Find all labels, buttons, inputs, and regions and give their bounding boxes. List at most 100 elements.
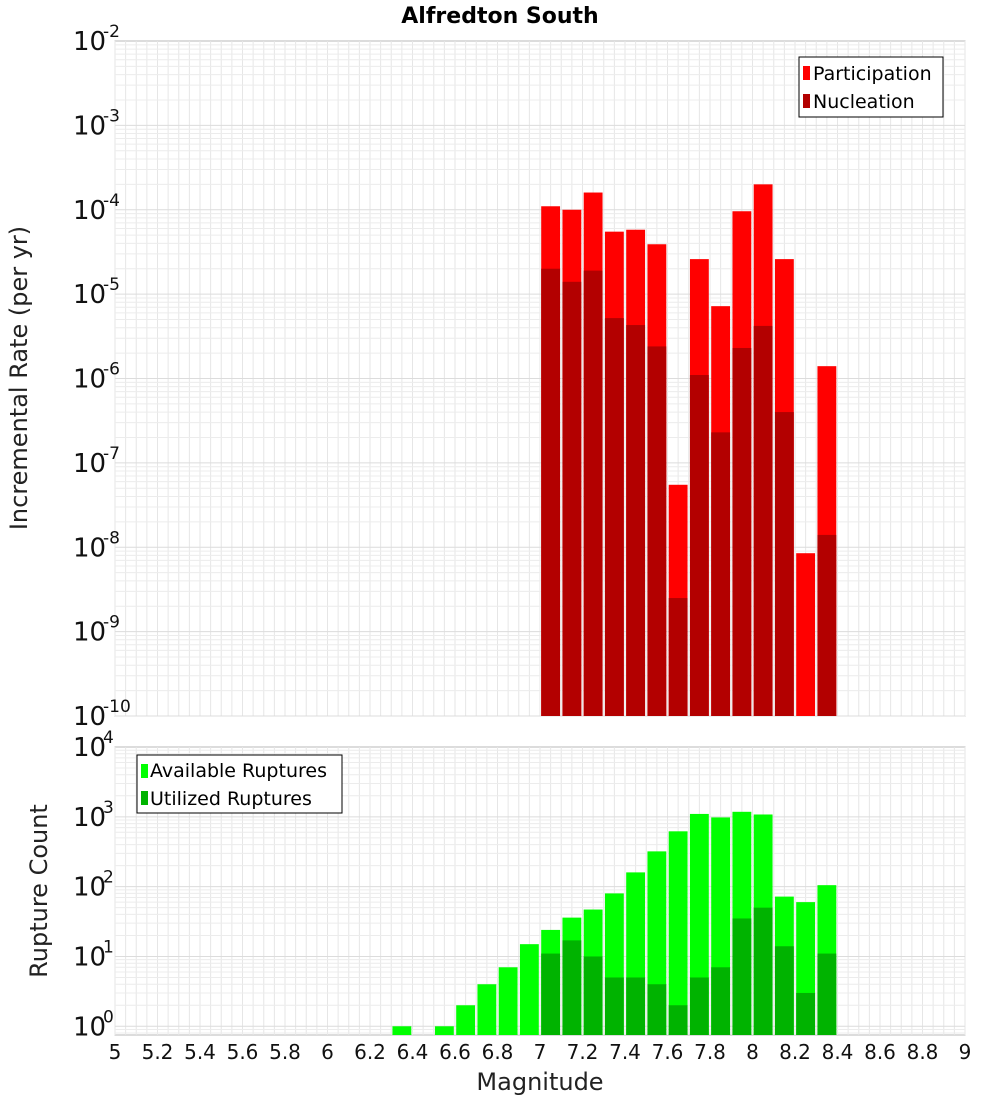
top-y-tick-label: 10 (73, 449, 106, 479)
top-y-tick-exponent: -5 (103, 275, 120, 295)
top-y-tick-exponent: -3 (103, 106, 120, 126)
bottom-bar-available-ruptures (392, 1026, 412, 1035)
bottom-bar-utilized-ruptures (774, 946, 794, 1035)
top-bar-nucleation (689, 375, 709, 716)
legend-swatch-nucleation (803, 94, 810, 108)
x-tick-label: 8.8 (907, 1040, 939, 1064)
bottom-bar-utilized-ruptures (796, 992, 816, 1035)
bottom-y-tick-label: 10 (73, 873, 106, 903)
bottom-y-tick-label: 10 (73, 1012, 106, 1042)
top-y-tick-exponent: -4 (103, 191, 120, 211)
top-y-tick-label: 10 (73, 27, 106, 57)
bottom-y-tick-label: 10 (73, 942, 106, 972)
top-bar-nucleation (774, 412, 794, 716)
bottom-bars (392, 811, 837, 1035)
top-y-tick-exponent: -10 (103, 697, 131, 717)
bottom-bar-available-ruptures (498, 967, 518, 1035)
top-bars (541, 184, 837, 717)
top-bar-participation (796, 553, 816, 716)
top-y-tick-exponent: -9 (103, 613, 120, 633)
top-y-tick-exponent: -7 (103, 444, 120, 464)
top-bar-nucleation (583, 270, 603, 716)
top-bar-nucleation (626, 325, 646, 716)
bottom-y-axis-label: Rupture Count (25, 804, 53, 978)
top-y-tick-label: 10 (73, 196, 106, 226)
bottom-y-tick-label: 10 (73, 733, 106, 763)
top-bar-nucleation (604, 318, 624, 716)
legend-swatch-utilized (141, 791, 148, 805)
x-tick-label: 7 (534, 1040, 547, 1064)
top-y-tick-label: 10 (73, 280, 106, 310)
x-tick-label: 8.6 (864, 1040, 896, 1064)
bottom-bar-utilized-ruptures (604, 977, 624, 1035)
bottom-bar-available-ruptures (434, 1026, 454, 1035)
bottom-bar-utilized-ruptures (817, 953, 837, 1035)
x-tick-label: 5.4 (184, 1040, 216, 1064)
bottom-y-tick-exponent: 3 (103, 798, 114, 818)
legend-swatch-participation (803, 66, 810, 80)
x-tick-label: 7.4 (609, 1040, 641, 1064)
bottom-bar-utilized-ruptures (626, 977, 646, 1035)
bottom-bar-utilized-ruptures (583, 956, 603, 1035)
bottom-legend-box (136, 754, 343, 814)
bottom-y-tick-label: 10 (73, 803, 106, 833)
top-y-tick-label: 10 (73, 365, 106, 395)
bottom-bar-utilized-ruptures (753, 907, 773, 1035)
top-bar-nucleation (711, 432, 731, 716)
chart-title: Alfredton South (401, 4, 598, 29)
top-bar-nucleation (541, 268, 561, 716)
x-tick-label: 7.2 (567, 1040, 599, 1064)
x-tick-label: 9 (959, 1040, 972, 1064)
top-gridlines (114, 41, 966, 717)
top-y-tick-label: 10 (73, 111, 106, 141)
x-tick-label: 5 (109, 1040, 122, 1064)
x-tick-label: 5.6 (227, 1040, 259, 1064)
top-y-tick-exponent: -2 (103, 22, 120, 42)
x-tick-label: 5.2 (142, 1040, 174, 1064)
x-tick-label: 7.6 (652, 1040, 684, 1064)
x-tick-label: 8 (746, 1040, 759, 1064)
bottom-y-tick-exponent: 1 (103, 937, 114, 957)
top-bar-nucleation (753, 325, 773, 716)
bottom-bar-available-ruptures (519, 944, 539, 1035)
bottom-bar-available-ruptures (456, 1005, 476, 1035)
top-bar-nucleation (647, 346, 667, 716)
x-tick-label: 6.4 (397, 1040, 429, 1064)
bottom-bar-utilized-ruptures (541, 953, 561, 1035)
bottom-legend: Available Ruptures Utilized Ruptures (136, 754, 343, 814)
top-y-tick-label: 10 (73, 618, 106, 648)
bottom-bar-utilized-ruptures (732, 918, 752, 1035)
bottom-y-tick-exponent: 0 (103, 1007, 114, 1027)
top-y-tick-exponent: -8 (103, 528, 120, 548)
bottom-bar-utilized-ruptures (647, 984, 667, 1035)
bottom-bar-available-ruptures (668, 831, 688, 1035)
bottom-y-tick-exponent: 4 (103, 728, 114, 748)
x-tick-label: 7.8 (694, 1040, 726, 1064)
top-y-tick-label: 10 (73, 533, 106, 563)
bottom-x-ticks: 5 5.2 5.4 5.6 5.8 6 6.2 6.4 6.6 6.8 7 7.2 7.4 7.6 7.8 8… (109, 1040, 972, 1064)
x-tick-label: 6.8 (482, 1040, 514, 1064)
x-tick-label: 6.6 (439, 1040, 471, 1064)
top-bar-nucleation (562, 281, 582, 716)
x-tick-label: 8.4 (822, 1040, 854, 1064)
x-tick-label: 5.8 (269, 1040, 301, 1064)
top-bar-nucleation (668, 598, 688, 716)
top-legend: Participation Nucleation (798, 56, 944, 118)
legend-swatch-available (141, 764, 148, 778)
bottom-bar-utilized-ruptures (711, 967, 731, 1035)
x-axis-label: Magnitude (476, 1068, 603, 1096)
x-tick-label: 6.2 (354, 1040, 386, 1064)
bottom-bar-utilized-ruptures (689, 977, 709, 1035)
top-bar-nucleation (817, 534, 837, 716)
bottom-bar-available-ruptures (477, 984, 497, 1035)
top-y-tick-exponent: -6 (103, 360, 120, 380)
bottom-bar-utilized-ruptures (562, 940, 582, 1035)
x-tick-label: 6 (321, 1040, 334, 1064)
x-tick-label: 8.2 (779, 1040, 811, 1064)
top-legend-box (798, 56, 944, 118)
top-y-tick-label: 10 (73, 702, 106, 732)
